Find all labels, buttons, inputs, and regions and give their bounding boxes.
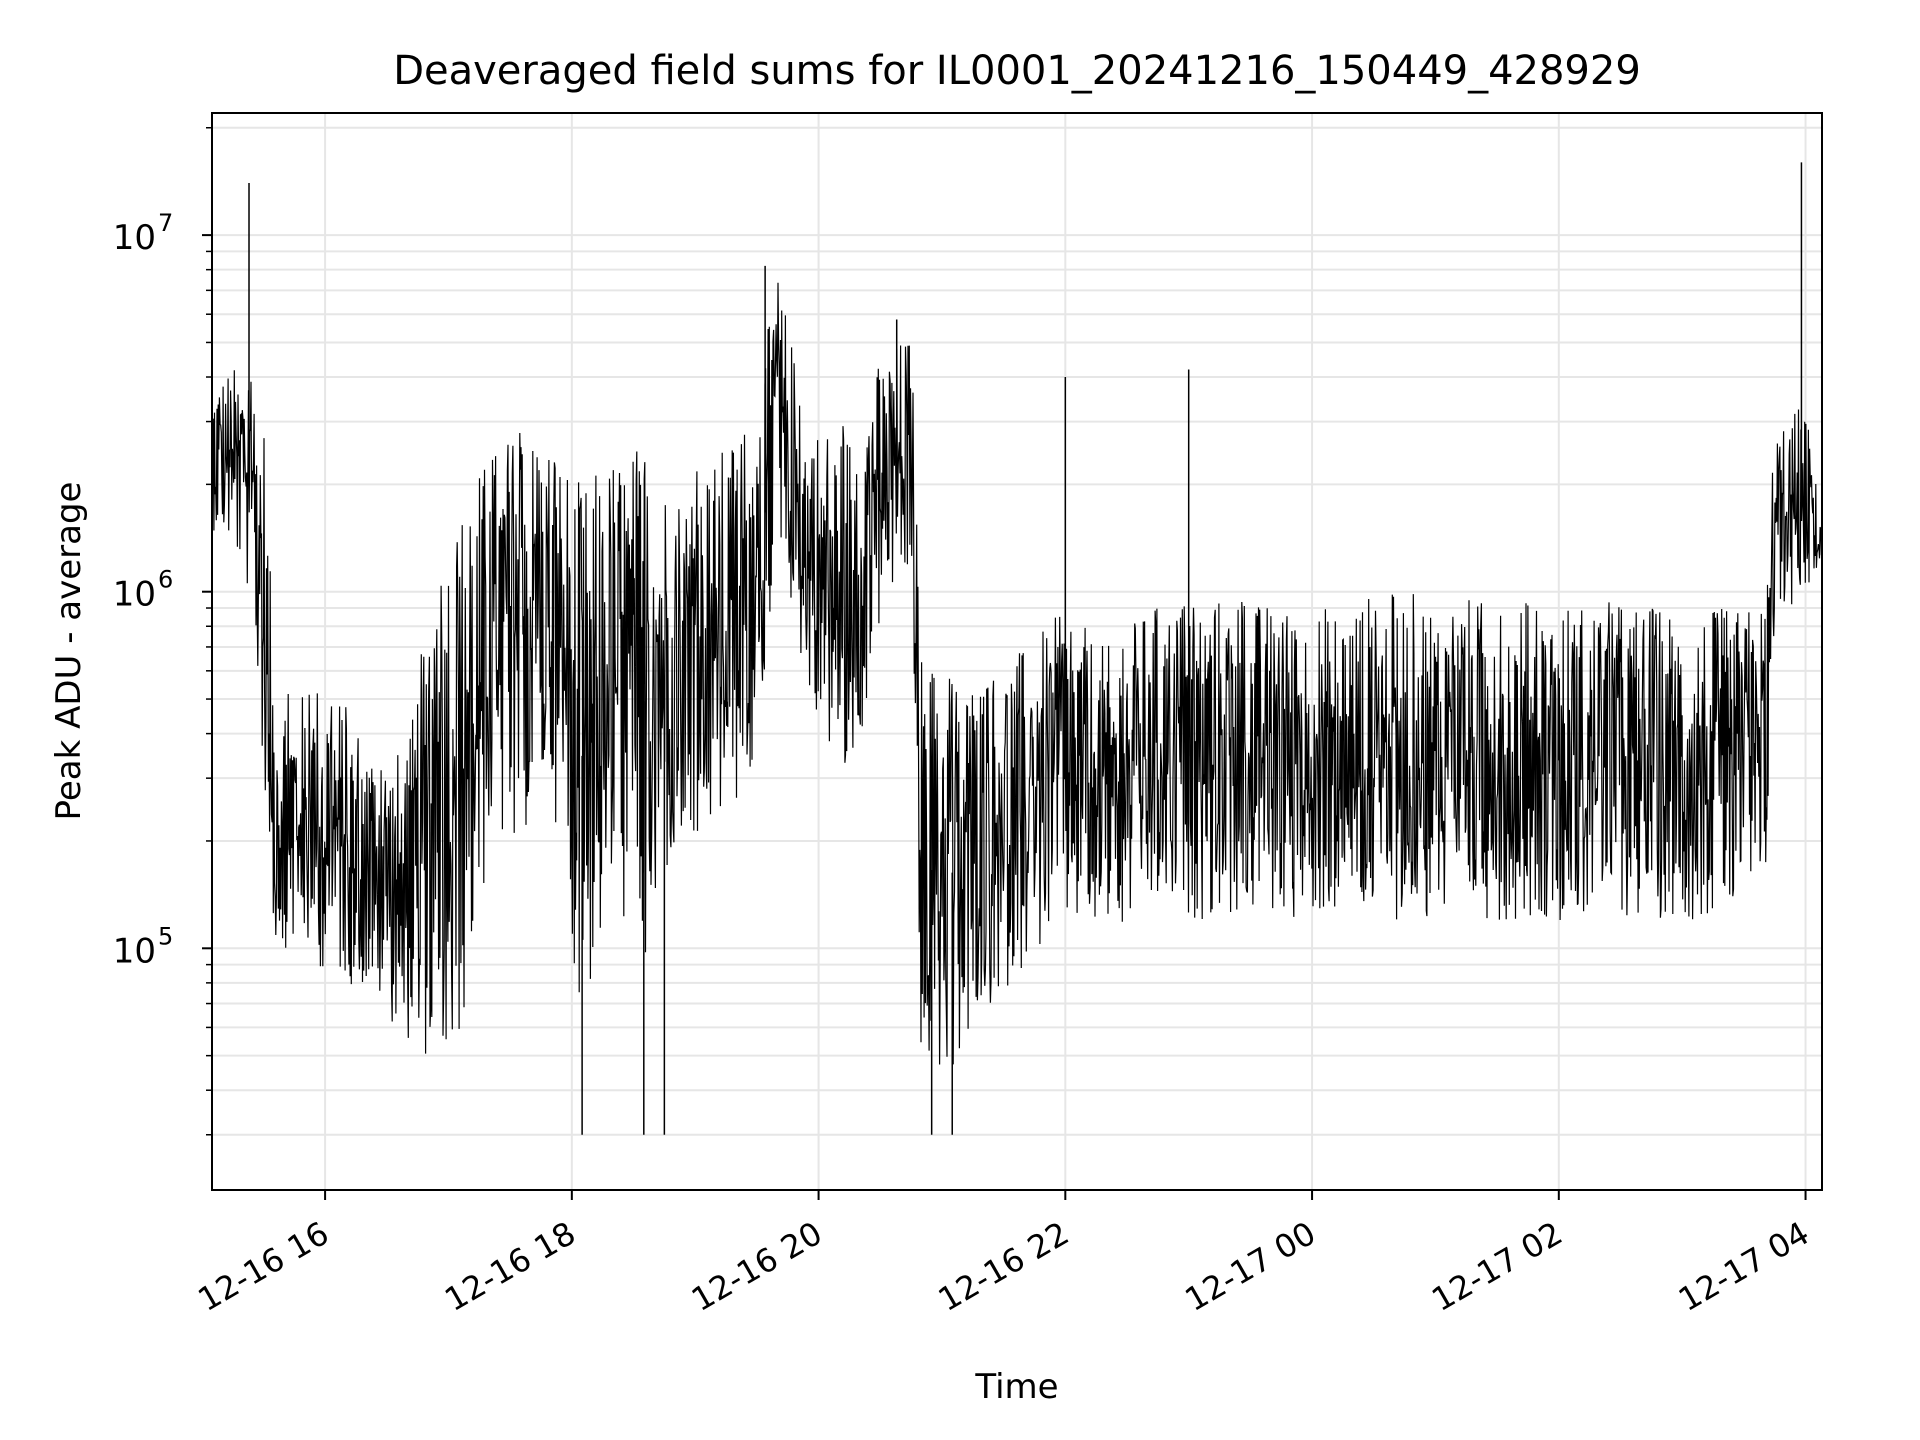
y-tick-label: 10 xyxy=(113,575,156,615)
x-tick-label: 12-16 16 xyxy=(191,1214,335,1319)
x-tick-label: 12-17 04 xyxy=(1672,1214,1816,1319)
y-tick-exponent: 7 xyxy=(158,209,173,237)
x-tick-label: 12-16 20 xyxy=(685,1214,829,1319)
x-tick-label: 12-16 22 xyxy=(932,1214,1076,1319)
series-line xyxy=(212,162,1822,1135)
chart-title: Deaveraged field sums for IL0001_2024121… xyxy=(393,48,1641,94)
x-axis-label: Time xyxy=(974,1367,1058,1407)
series-path xyxy=(212,282,1822,1065)
y-axis-label: Peak ADU - average xyxy=(49,482,89,821)
x-tick-label: 12-16 18 xyxy=(438,1214,582,1319)
x-axis: 12-16 16 12-16 18 12-16 20 12-16 22 12-17 00… xyxy=(191,1190,1816,1319)
x-tick-label: 12-17 02 xyxy=(1425,1214,1569,1319)
y-tick-exponent: 5 xyxy=(158,922,173,950)
y-tick-label: 10 xyxy=(113,931,156,971)
y-tick-exponent: 6 xyxy=(158,566,173,594)
x-tick-label: 12-17 00 xyxy=(1178,1214,1322,1319)
plot-frame xyxy=(211,112,1823,1191)
y-tick-label: 10 xyxy=(113,218,156,258)
